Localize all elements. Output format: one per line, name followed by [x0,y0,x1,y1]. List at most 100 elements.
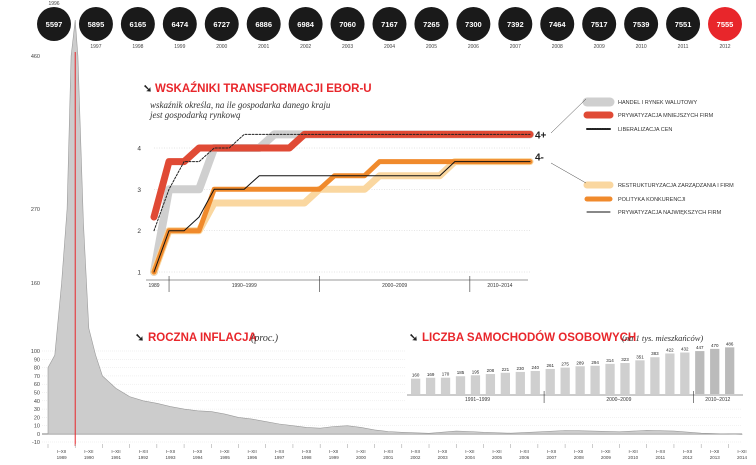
top-circle-year: 2006 [468,44,479,50]
inflation-month-label: I–XII [737,449,746,454]
cars-bar [575,366,585,394]
top-circle [666,7,701,41]
inflation-year-label: 1997 [274,455,285,460]
cars-bar [635,360,645,394]
top-circle [624,7,659,41]
inflation-axis-label: 160 [31,281,40,287]
inflation-axis-label: 10 [34,424,40,430]
cars-chart: 160 169 170 185 195 208 221 230 240 261 275 289 294 3… [405,341,747,404]
top-circle-value: 6474 [171,20,189,29]
inflation-year-label: 1995 [220,455,231,460]
cars-bar [530,370,540,394]
inflation-axis-label: 40 [34,399,40,405]
cars-bar-value: 185 [457,370,465,375]
top-circle [78,7,113,41]
top-circle-value: 7300 [465,20,482,29]
top-circle [330,7,365,41]
ebor-period-label: 2010–2014 [487,283,512,289]
top-circle-value: 6886 [255,20,272,29]
inflation-month-label: I–XII [247,449,256,454]
inflation-month-label: I–XII [656,449,665,454]
inflation-month-label: I–XII [57,449,66,454]
inflation-month-label: I–XII [411,449,420,454]
cars-bar-value: 195 [472,369,480,374]
cars-bar [440,377,451,394]
ebor-series-line [153,161,531,273]
top-circle-year: 2000 [216,44,227,50]
inflation-year-label: 2007 [546,455,557,460]
inflation-month-label: I–XII [520,449,529,454]
inflation-axis-label: 80 [34,366,40,372]
ebor-period-label: 1989 [148,283,159,289]
top-circle-value: 7167 [381,20,398,29]
inflation-year-label: 2004 [465,455,476,460]
inflation-month-label: I–XII [111,449,120,454]
inflation-month-label: I–XII [683,449,692,454]
inflation-month-label: I–XII [492,449,501,454]
top-circle [456,7,491,41]
top-circle-year: 2010 [636,44,647,50]
inflation-axis-label: 50 [34,391,40,397]
inflation-year-label: 1996 [247,455,258,460]
cars-bar-value: 314 [606,358,614,363]
top-circle-value: 7060 [339,20,356,29]
ebor-chart: 1 2 3 4 4+ 4- 1989 1990–1999 2000–2009 2010–2014 H… [137,97,734,292]
inflation-month-label: I–XII [574,449,583,454]
inflation-month-label: I–XII [139,449,148,454]
ebor-y-tick-label: 2 [137,228,141,235]
top-circle [204,7,239,41]
ebor-end-label-bottom: 4- [535,153,544,164]
inflation-month-label: I–XII [356,449,365,454]
inflation-year-label: 1989 [57,455,68,460]
cars-period-label: 2000–2009 [606,397,631,403]
ebor-arrow-icon: ➘ [143,83,152,95]
top-circle [540,7,575,41]
top-circle [708,7,742,41]
cars-bar-value: 289 [576,360,584,365]
cars-bar-value: 486 [726,341,734,346]
top-circle-value: 6727 [213,20,230,29]
inflation-month-label: I–XII [438,449,447,454]
ebor-subtitle-2: jest gospodarką rynkową [149,110,241,120]
cars-bar-value: 422 [666,347,674,352]
cars-bar [560,367,570,394]
inflation-year-label: 2009 [601,455,612,460]
inflation-axis-label: 60 [34,382,40,388]
inflation-year-label: 1991 [111,455,122,460]
cars-bar [515,371,525,394]
cars-bar [590,365,600,394]
cars-bar-value: 240 [532,365,540,370]
inflation-year-label: 2003 [438,455,449,460]
top-circles-row: 5597 1996 5895 1997 6165 1998 6474 1999 6727 2000… [37,1,742,50]
inflation-axis-label: -10 [32,440,40,446]
inflation-year-label: 2006 [519,455,530,460]
ebor-end-label-top: 4+ [535,130,547,141]
inflation-month-label: I–XII [465,449,474,454]
top-circle-value: 7551 [675,20,692,29]
cars-bar [545,368,555,394]
inflation-year-label: 2002 [410,455,421,460]
cars-bar [650,357,660,394]
ebor-legend-connector [550,98,587,134]
cars-bar [425,377,436,394]
cars-title: LICZBA SAMOCHODÓW OSOBOWYCH [422,331,636,344]
cars-bar [620,362,630,394]
top-circle [498,7,533,41]
cars-arrow-icon: ➘ [409,332,418,344]
cars-bar-value: 208 [487,368,495,373]
cars-bar-value: 294 [591,360,599,365]
cars-subtitle: (na 1 tys. mieszkańców) [622,333,703,343]
inflation-month-label: I–XII [84,449,93,454]
top-circle-year: 1996 [48,1,59,7]
cars-period-label: 2010–2012 [705,397,730,403]
ebor-period-label: 2000–2009 [382,283,407,289]
inflation-axis-label: 270 [31,207,40,213]
cars-bar [500,372,510,394]
ebor-legend-label: PRYWATYZACJA MNIEJSZYCH FIRM [618,113,714,119]
inflation-year-label: 2001 [383,455,394,460]
top-circle-year: 2008 [552,44,563,50]
inflation-year-label: 1992 [138,455,149,460]
inflation-month-label: I–XII [275,449,284,454]
inflation-chart: 4602701601009080706050403020100-10I–XII1… [31,19,748,460]
inflation-axis-label: 30 [34,407,40,413]
